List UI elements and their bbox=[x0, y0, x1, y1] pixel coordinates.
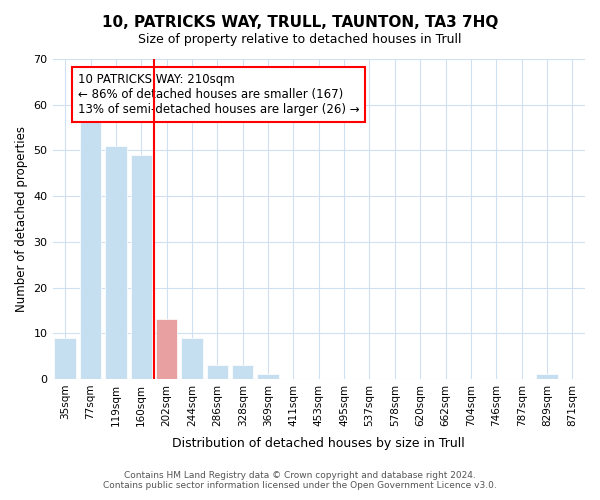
Bar bbox=[55, 338, 76, 379]
Text: Contains HM Land Registry data © Crown copyright and database right 2024.
Contai: Contains HM Land Registry data © Crown c… bbox=[103, 470, 497, 490]
Bar bbox=[536, 374, 558, 379]
Bar bbox=[206, 365, 228, 379]
Text: Size of property relative to detached houses in Trull: Size of property relative to detached ho… bbox=[138, 32, 462, 46]
Text: 10 PATRICKS WAY: 210sqm
← 86% of detached houses are smaller (167)
13% of semi-d: 10 PATRICKS WAY: 210sqm ← 86% of detache… bbox=[78, 72, 359, 116]
Bar bbox=[257, 374, 279, 379]
X-axis label: Distribution of detached houses by size in Trull: Distribution of detached houses by size … bbox=[172, 437, 465, 450]
Bar bbox=[131, 155, 152, 379]
Bar bbox=[105, 146, 127, 379]
Bar bbox=[181, 338, 203, 379]
Text: 10, PATRICKS WAY, TRULL, TAUNTON, TA3 7HQ: 10, PATRICKS WAY, TRULL, TAUNTON, TA3 7H… bbox=[102, 15, 498, 30]
Bar bbox=[232, 365, 253, 379]
Bar bbox=[156, 320, 178, 379]
Y-axis label: Number of detached properties: Number of detached properties bbox=[15, 126, 28, 312]
Bar bbox=[80, 118, 101, 379]
